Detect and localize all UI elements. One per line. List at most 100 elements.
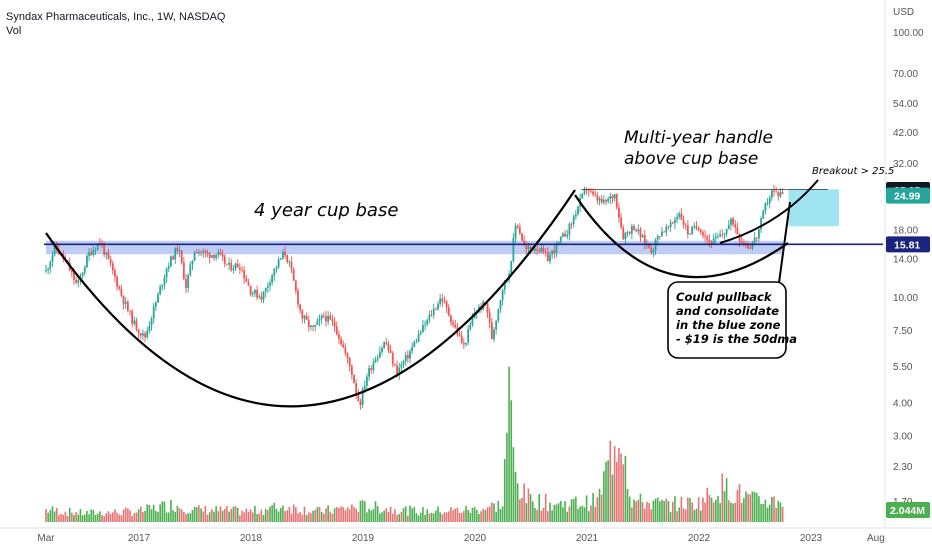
price-label-green[interactable]: 24.99 (886, 187, 930, 204)
volume-bar (142, 512, 144, 522)
volume-bar (458, 512, 461, 522)
volume-bar (540, 510, 543, 522)
volume-bar (211, 509, 213, 522)
volume-bar (189, 513, 192, 522)
volume-bar (234, 506, 237, 522)
candle (671, 221, 674, 225)
candle (94, 247, 97, 255)
candle (105, 251, 108, 260)
volume-bar (363, 501, 366, 522)
candle (747, 241, 750, 250)
handle-curve[interactable] (574, 194, 789, 279)
volume-bar (512, 447, 515, 522)
volume-bar (137, 509, 140, 522)
volume-bar (320, 511, 323, 522)
candle (154, 301, 157, 312)
candle (135, 317, 138, 332)
volume-bar (439, 512, 441, 522)
volume-bar (575, 496, 577, 522)
price-axis[interactable]: USD 100.00 70.00 54.00 42.00 32.00 18.00 14.00 1… (884, 0, 930, 528)
volume-bar (603, 471, 605, 522)
volume-bar (122, 509, 125, 522)
volume-bar (465, 506, 467, 522)
volume-bar (732, 503, 734, 522)
volume-bar (766, 507, 769, 522)
candle (208, 251, 211, 264)
candle (353, 374, 355, 384)
volume-indicator-label[interactable]: Vol (6, 25, 22, 37)
candle (277, 256, 280, 270)
candle (376, 354, 379, 363)
volume-bar (764, 499, 767, 522)
candle (669, 219, 672, 232)
candle (383, 341, 386, 349)
candle (422, 319, 424, 333)
volume-bar (579, 506, 581, 522)
volume-bar (355, 508, 357, 522)
volume-bar (305, 514, 308, 522)
price-tick-label: 100.00 (893, 28, 924, 39)
annotation-breakout: Breakout > 25.5 (812, 166, 894, 177)
volume-bar (275, 508, 278, 522)
candle (178, 246, 181, 257)
candle (251, 290, 254, 297)
candle (682, 215, 685, 229)
candle (256, 285, 258, 301)
volume-bar (555, 504, 558, 522)
symbol-title[interactable]: Syndax Pharmaceuticals, Inc., 1W, NASDAQ (6, 11, 226, 23)
consolidation-zone (788, 189, 839, 227)
candle (674, 217, 676, 229)
candle (708, 234, 711, 248)
volume-bar (394, 509, 396, 522)
volume-bar (435, 510, 437, 522)
price-label-navy[interactable]: 15.81 (886, 236, 930, 253)
volume-bar (650, 509, 653, 522)
candle (174, 246, 177, 264)
volume-bar (413, 506, 416, 522)
volume-bar (641, 502, 644, 522)
price-tick-label: 5.50 (893, 362, 913, 373)
candle (273, 268, 276, 281)
candle (262, 290, 265, 304)
volume-bar (432, 513, 435, 522)
volume-bar (557, 503, 560, 522)
volume-bar (286, 510, 289, 522)
volume-bar (727, 500, 730, 522)
volume-bar (323, 513, 325, 522)
candle (740, 235, 743, 245)
volume-bar (712, 502, 715, 522)
volume-bar (120, 515, 123, 522)
time-tick-label: 2019 (352, 533, 375, 544)
volume-bar (79, 509, 82, 522)
candle (486, 302, 489, 319)
candle (656, 234, 659, 246)
candle (350, 364, 353, 380)
cup-base-curve[interactable] (45, 189, 576, 408)
time-axis[interactable]: Mar 2017 2018 2019 2020 2021 2022 2023 Aug (0, 527, 932, 544)
candle (381, 345, 383, 356)
volume-bar (747, 494, 749, 522)
volume-bar (170, 499, 172, 522)
breakout-projection-curve[interactable] (719, 179, 819, 244)
candle (762, 209, 765, 220)
volume-bar (697, 497, 700, 522)
volume-bar (381, 512, 383, 522)
candle (609, 192, 612, 205)
volume-bar (228, 511, 230, 522)
candle (243, 265, 246, 284)
candle (150, 316, 153, 331)
volume-bar (491, 502, 493, 522)
volume-bar (139, 506, 142, 522)
candle (238, 263, 241, 275)
volume-bar (715, 499, 717, 522)
candle (702, 229, 704, 239)
callout-box[interactable] (667, 281, 787, 359)
candle (118, 285, 121, 291)
candle (157, 292, 159, 303)
candle (133, 316, 136, 326)
volume-last-label[interactable]: 2.044M (886, 502, 930, 518)
volume-bar (684, 509, 687, 522)
volume-bar (758, 496, 760, 522)
candle (637, 224, 640, 235)
